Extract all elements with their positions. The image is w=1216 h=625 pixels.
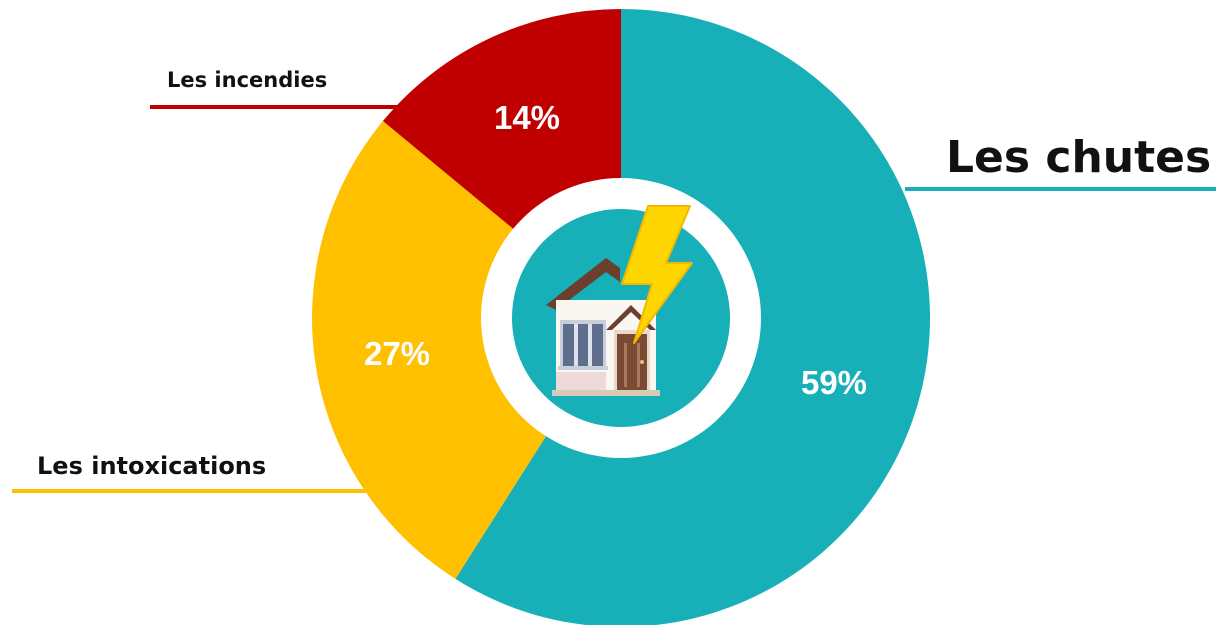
slice-value-les-intoxications: 27% bbox=[364, 335, 430, 372]
legend-label-les-chutes: Les chutes bbox=[946, 132, 1211, 183]
legend-label-les-incendies: Les incendies bbox=[167, 68, 327, 92]
house-lightning-icon bbox=[546, 205, 693, 396]
slice-value-les-incendies: 14% bbox=[494, 99, 560, 136]
slice-value-les-chutes: 59% bbox=[801, 364, 867, 401]
legend-label-les-intoxications: Les intoxications bbox=[37, 452, 266, 480]
pie-slice-les-intoxications bbox=[312, 121, 621, 579]
